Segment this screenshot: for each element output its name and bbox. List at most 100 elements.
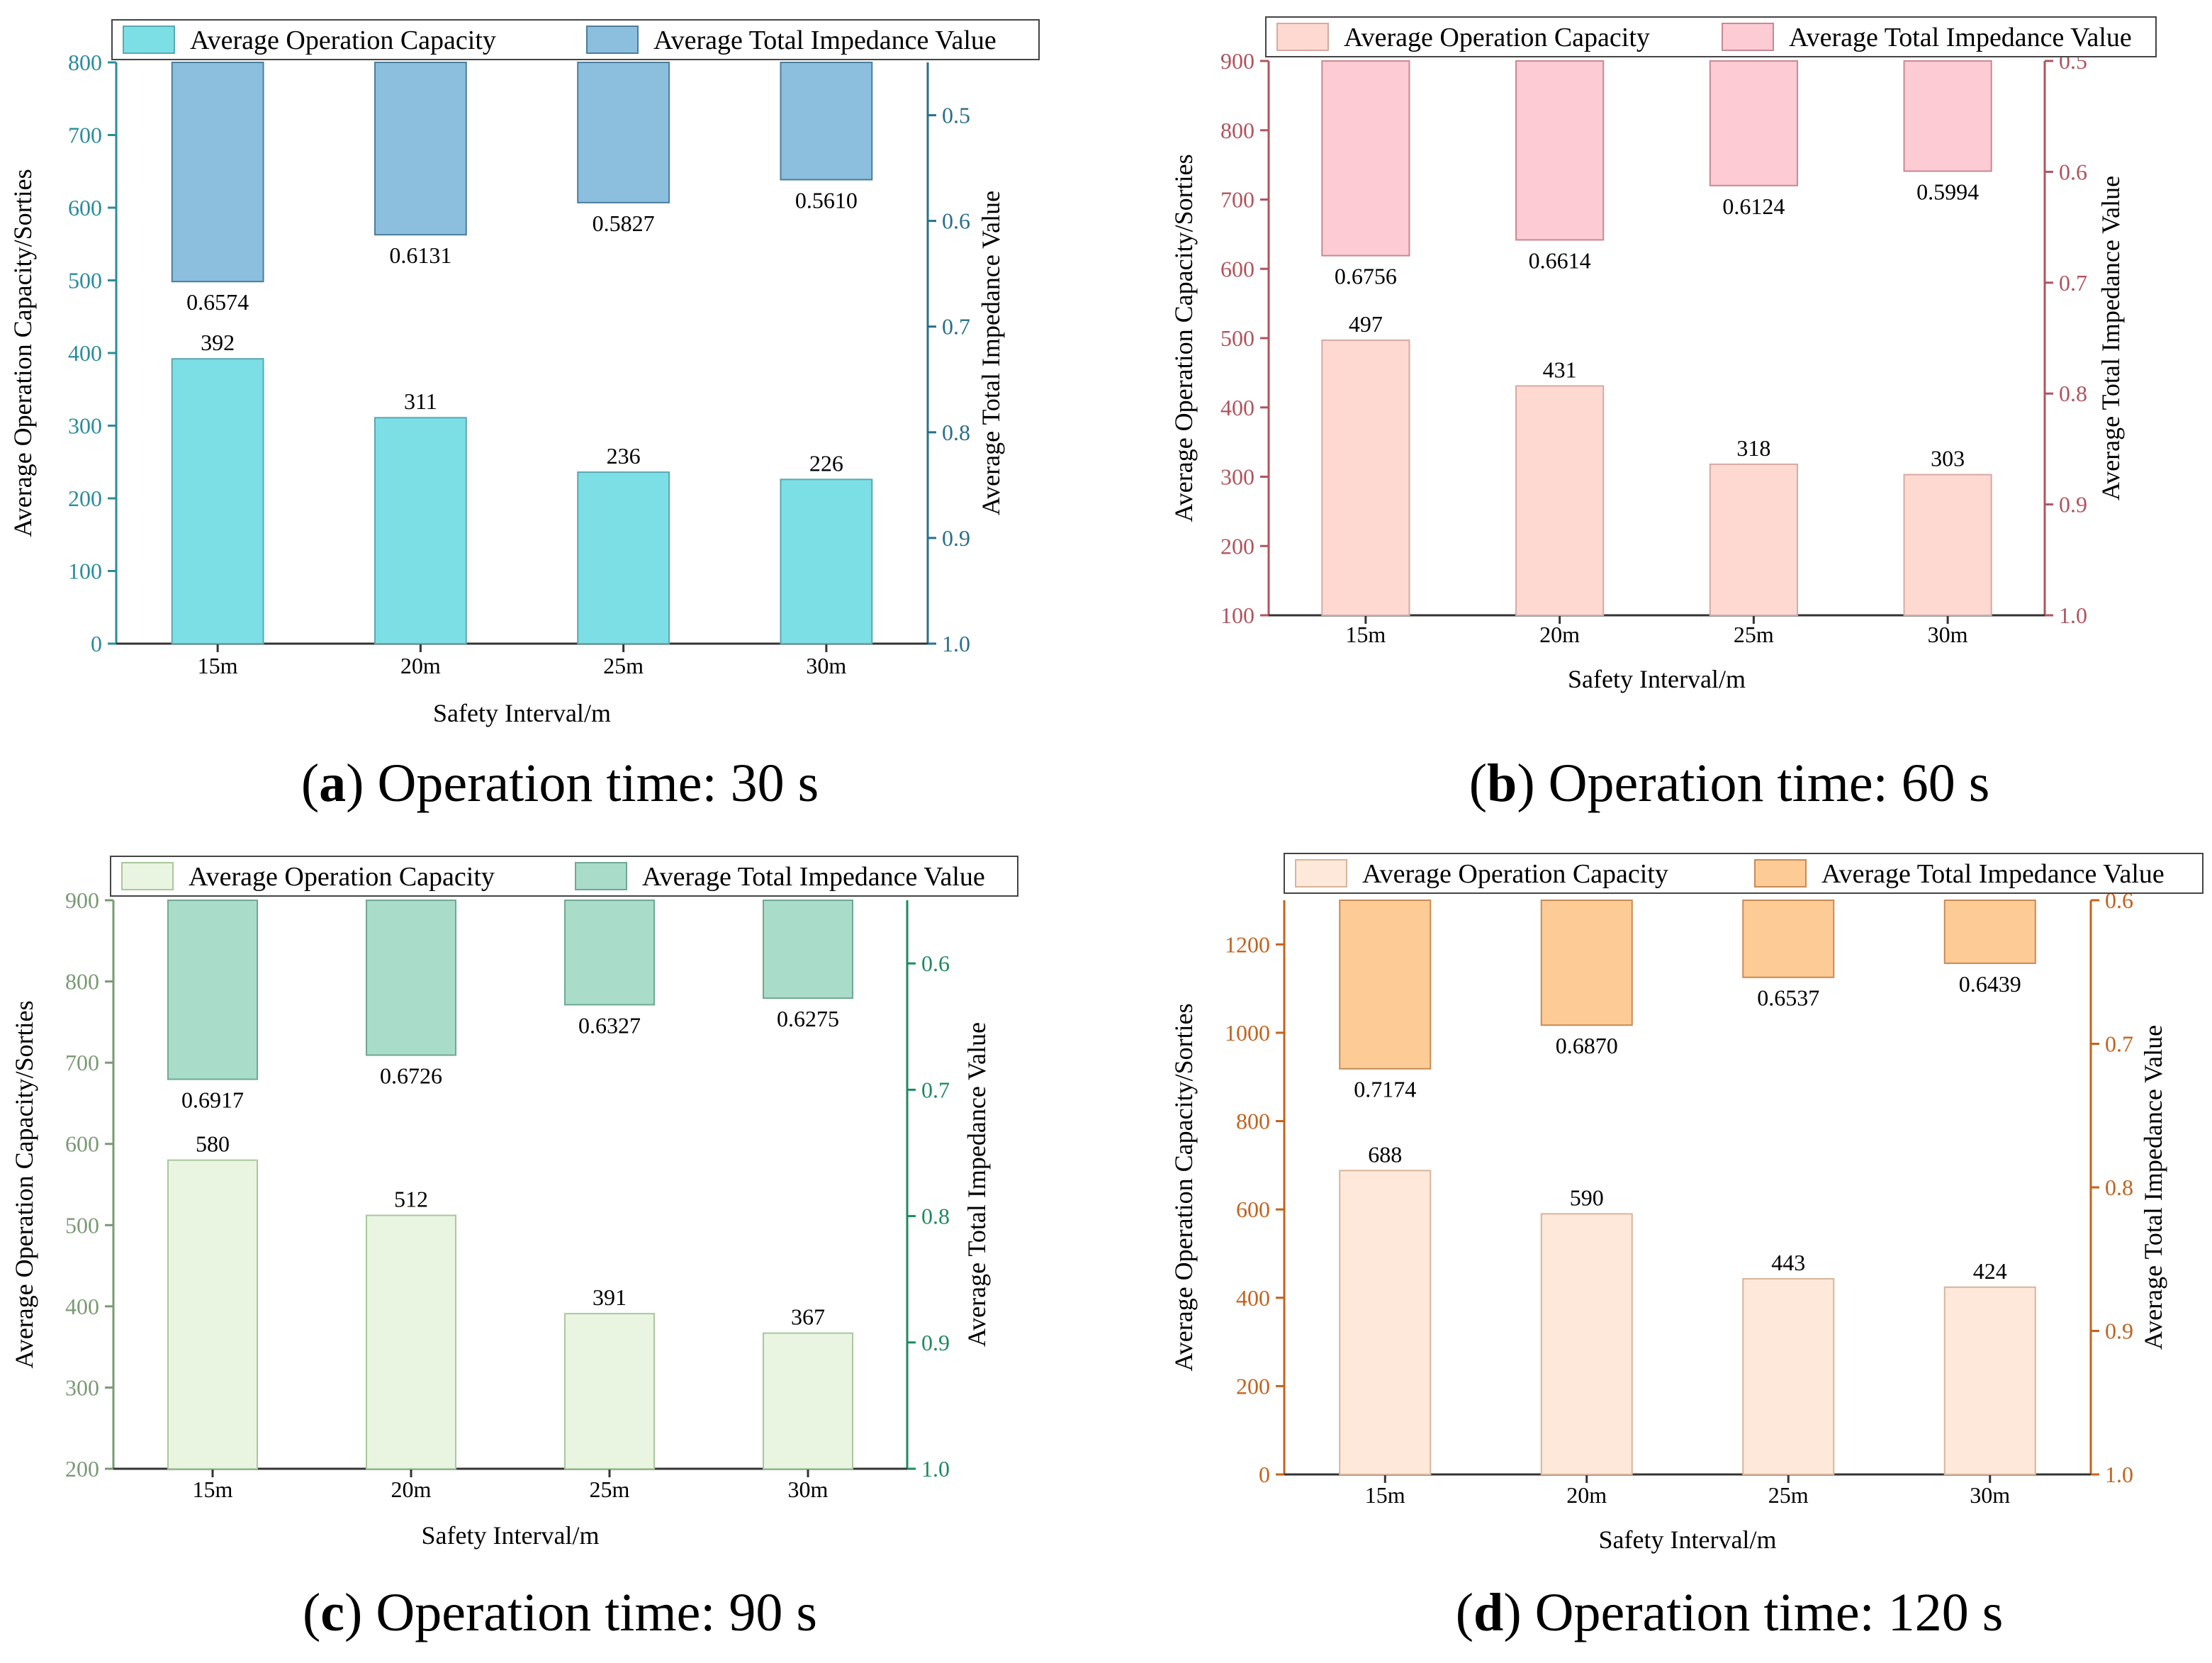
capacity-bar-label: 226	[809, 450, 843, 476]
left-tick-label: 300	[65, 1374, 99, 1400]
impedance-bar-label: 0.6614	[1529, 247, 1591, 273]
left-axis-title: Average Operation Capacity/Sorties	[1169, 1003, 1198, 1371]
impedance-bar	[564, 900, 655, 1006]
left-tick-label: 700	[68, 123, 102, 148]
left-tick-label: 200	[65, 1456, 99, 1482]
capacity-bar-label: 236	[607, 443, 641, 469]
x-tick-label: 25m	[590, 1477, 630, 1502]
legend-label: Average Total Impedance Value	[1821, 859, 2165, 889]
chart-panel-c: 200 300 400 500 600 700 800 900 0.6 0.7 0.8 0.9 1.0 1…	[10, 856, 1018, 1642]
left-tick-label: 300	[1220, 464, 1254, 490]
legend-label: Average Total Impedance Value	[653, 26, 996, 55]
capacity-bar-label: 391	[593, 1284, 627, 1310]
right-tick-label: 0.6	[2059, 159, 2087, 184]
legend-box	[111, 19, 1040, 60]
legend-box	[1284, 853, 2203, 894]
impedance-bar	[1903, 60, 1992, 172]
left-tick-label: 0	[91, 631, 102, 656]
impedance-bar	[171, 62, 264, 283]
caption-text: ) Operation time: 60 s	[1517, 754, 1989, 813]
capacity-bar-label: 688	[1368, 1141, 1402, 1167]
capacity-bar-label: 443	[1771, 1250, 1805, 1275]
legend-label: Average Operation Capacity	[189, 862, 495, 892]
right-tick-label: 0.7	[921, 1077, 950, 1102]
capacity-bar	[763, 1332, 853, 1470]
legend-box	[110, 856, 1018, 897]
left-tick-label: 700	[65, 1050, 99, 1075]
right-tick-label: 0.8	[942, 420, 970, 445]
left-tick-label: 200	[1236, 1373, 1270, 1399]
right-tick-label: 0.9	[2059, 492, 2087, 517]
impedance-bar	[1742, 900, 1835, 978]
left-tick-label: 900	[1220, 48, 1254, 74]
left-axis-title: Average Operation Capacity/Sorties	[10, 1000, 38, 1368]
x-tick-label: 30m	[788, 1477, 829, 1502]
panel-caption: (d) Operation time: 120 s	[1456, 1583, 2004, 1642]
right-tick-label: 0.8	[2105, 1175, 2133, 1200]
left-tick-label: 600	[68, 195, 102, 220]
caption-paren-open: (	[1456, 1583, 1473, 1642]
x-tick-label: 25m	[603, 653, 644, 678]
capacity-bar-label: 318	[1736, 435, 1770, 461]
x-tick-label: 30m	[806, 653, 846, 678]
impedance-bar-label: 0.5994	[1916, 179, 1979, 204]
legend-box	[1265, 16, 2157, 57]
capacity-bar	[1903, 474, 1992, 616]
x-tick-label: 20m	[1539, 622, 1580, 647]
legend-swatch	[1295, 859, 1347, 888]
left-tick-label: 400	[65, 1294, 99, 1319]
right-tick-label: 0.7	[2105, 1031, 2133, 1057]
x-tick-label: 15m	[1365, 1482, 1405, 1508]
capacity-bar	[564, 1313, 655, 1469]
capacity-bar	[577, 471, 670, 644]
capacity-bar-label: 512	[394, 1187, 428, 1212]
legend-label: Average Total Impedance Value	[1789, 23, 2132, 52]
impedance-bar-label: 0.7174	[1354, 1077, 1416, 1102]
chart-panel-a: 0 100 200 300 400 500 600 700 800 0.5 0.6 0.7 0.8 0.9…	[9, 19, 1040, 813]
left-tick-label: 200	[68, 486, 102, 511]
panel-caption: (a) Operation time: 30 s	[301, 754, 819, 813]
legend: Average Operation Capacity Average Total …	[110, 856, 1018, 897]
legend-swatch	[1754, 859, 1807, 888]
left-tick-label: 600	[1236, 1197, 1270, 1222]
legend-label: Average Operation Capacity	[1344, 23, 1650, 52]
impedance-bar-label: 0.6574	[186, 289, 249, 315]
right-tick-label: 1.0	[2059, 603, 2087, 628]
caption-text: ) Operation time: 30 s	[346, 754, 819, 813]
left-axis-title: Average Operation Capacity/Sorties	[1169, 154, 1198, 522]
right-tick-label: 1.0	[2105, 1462, 2133, 1487]
impedance-bar-label: 0.6756	[1335, 264, 1397, 289]
impedance-bar	[763, 900, 853, 1000]
panel-caption: (c) Operation time: 90 s	[303, 1583, 817, 1642]
impedance-bar-label: 0.5827	[593, 211, 655, 236]
capacity-bar-label: 431	[1543, 357, 1577, 382]
x-tick-label: 15m	[1345, 622, 1386, 647]
x-tick-label: 20m	[400, 653, 441, 678]
capacity-bar	[780, 478, 873, 644]
impedance-bar	[1515, 60, 1605, 241]
left-tick-label: 200	[1220, 533, 1254, 559]
capacity-bar	[167, 1159, 258, 1469]
left-tick-label: 700	[1220, 187, 1254, 213]
impedance-bar	[366, 900, 456, 1056]
left-tick-label: 600	[1220, 256, 1254, 281]
right-tick-label: 0.5	[942, 103, 970, 128]
right-tick-label: 0.8	[2059, 381, 2087, 406]
left-tick-label: 500	[68, 268, 102, 293]
right-tick-label: 0.7	[2059, 270, 2087, 296]
impedance-bar	[167, 900, 258, 1080]
caption-paren-open: (	[301, 754, 319, 813]
x-tick-label: 20m	[391, 1477, 432, 1502]
left-tick-label: 400	[68, 340, 102, 366]
left-tick-label: 800	[1236, 1109, 1270, 1134]
left-tick-label: 0	[1259, 1462, 1270, 1487]
impedance-bar	[1540, 900, 1633, 1026]
caption-panel-letter: c	[320, 1583, 344, 1642]
left-tick-label: 800	[1220, 118, 1254, 143]
capacity-bar	[366, 1214, 456, 1469]
caption-paren-open: (	[303, 1583, 320, 1642]
x-axis-title: Safety Interval/m	[1568, 665, 1746, 693]
impedance-bar-label: 0.6124	[1722, 194, 1785, 219]
right-tick-label: 0.9	[921, 1330, 950, 1355]
